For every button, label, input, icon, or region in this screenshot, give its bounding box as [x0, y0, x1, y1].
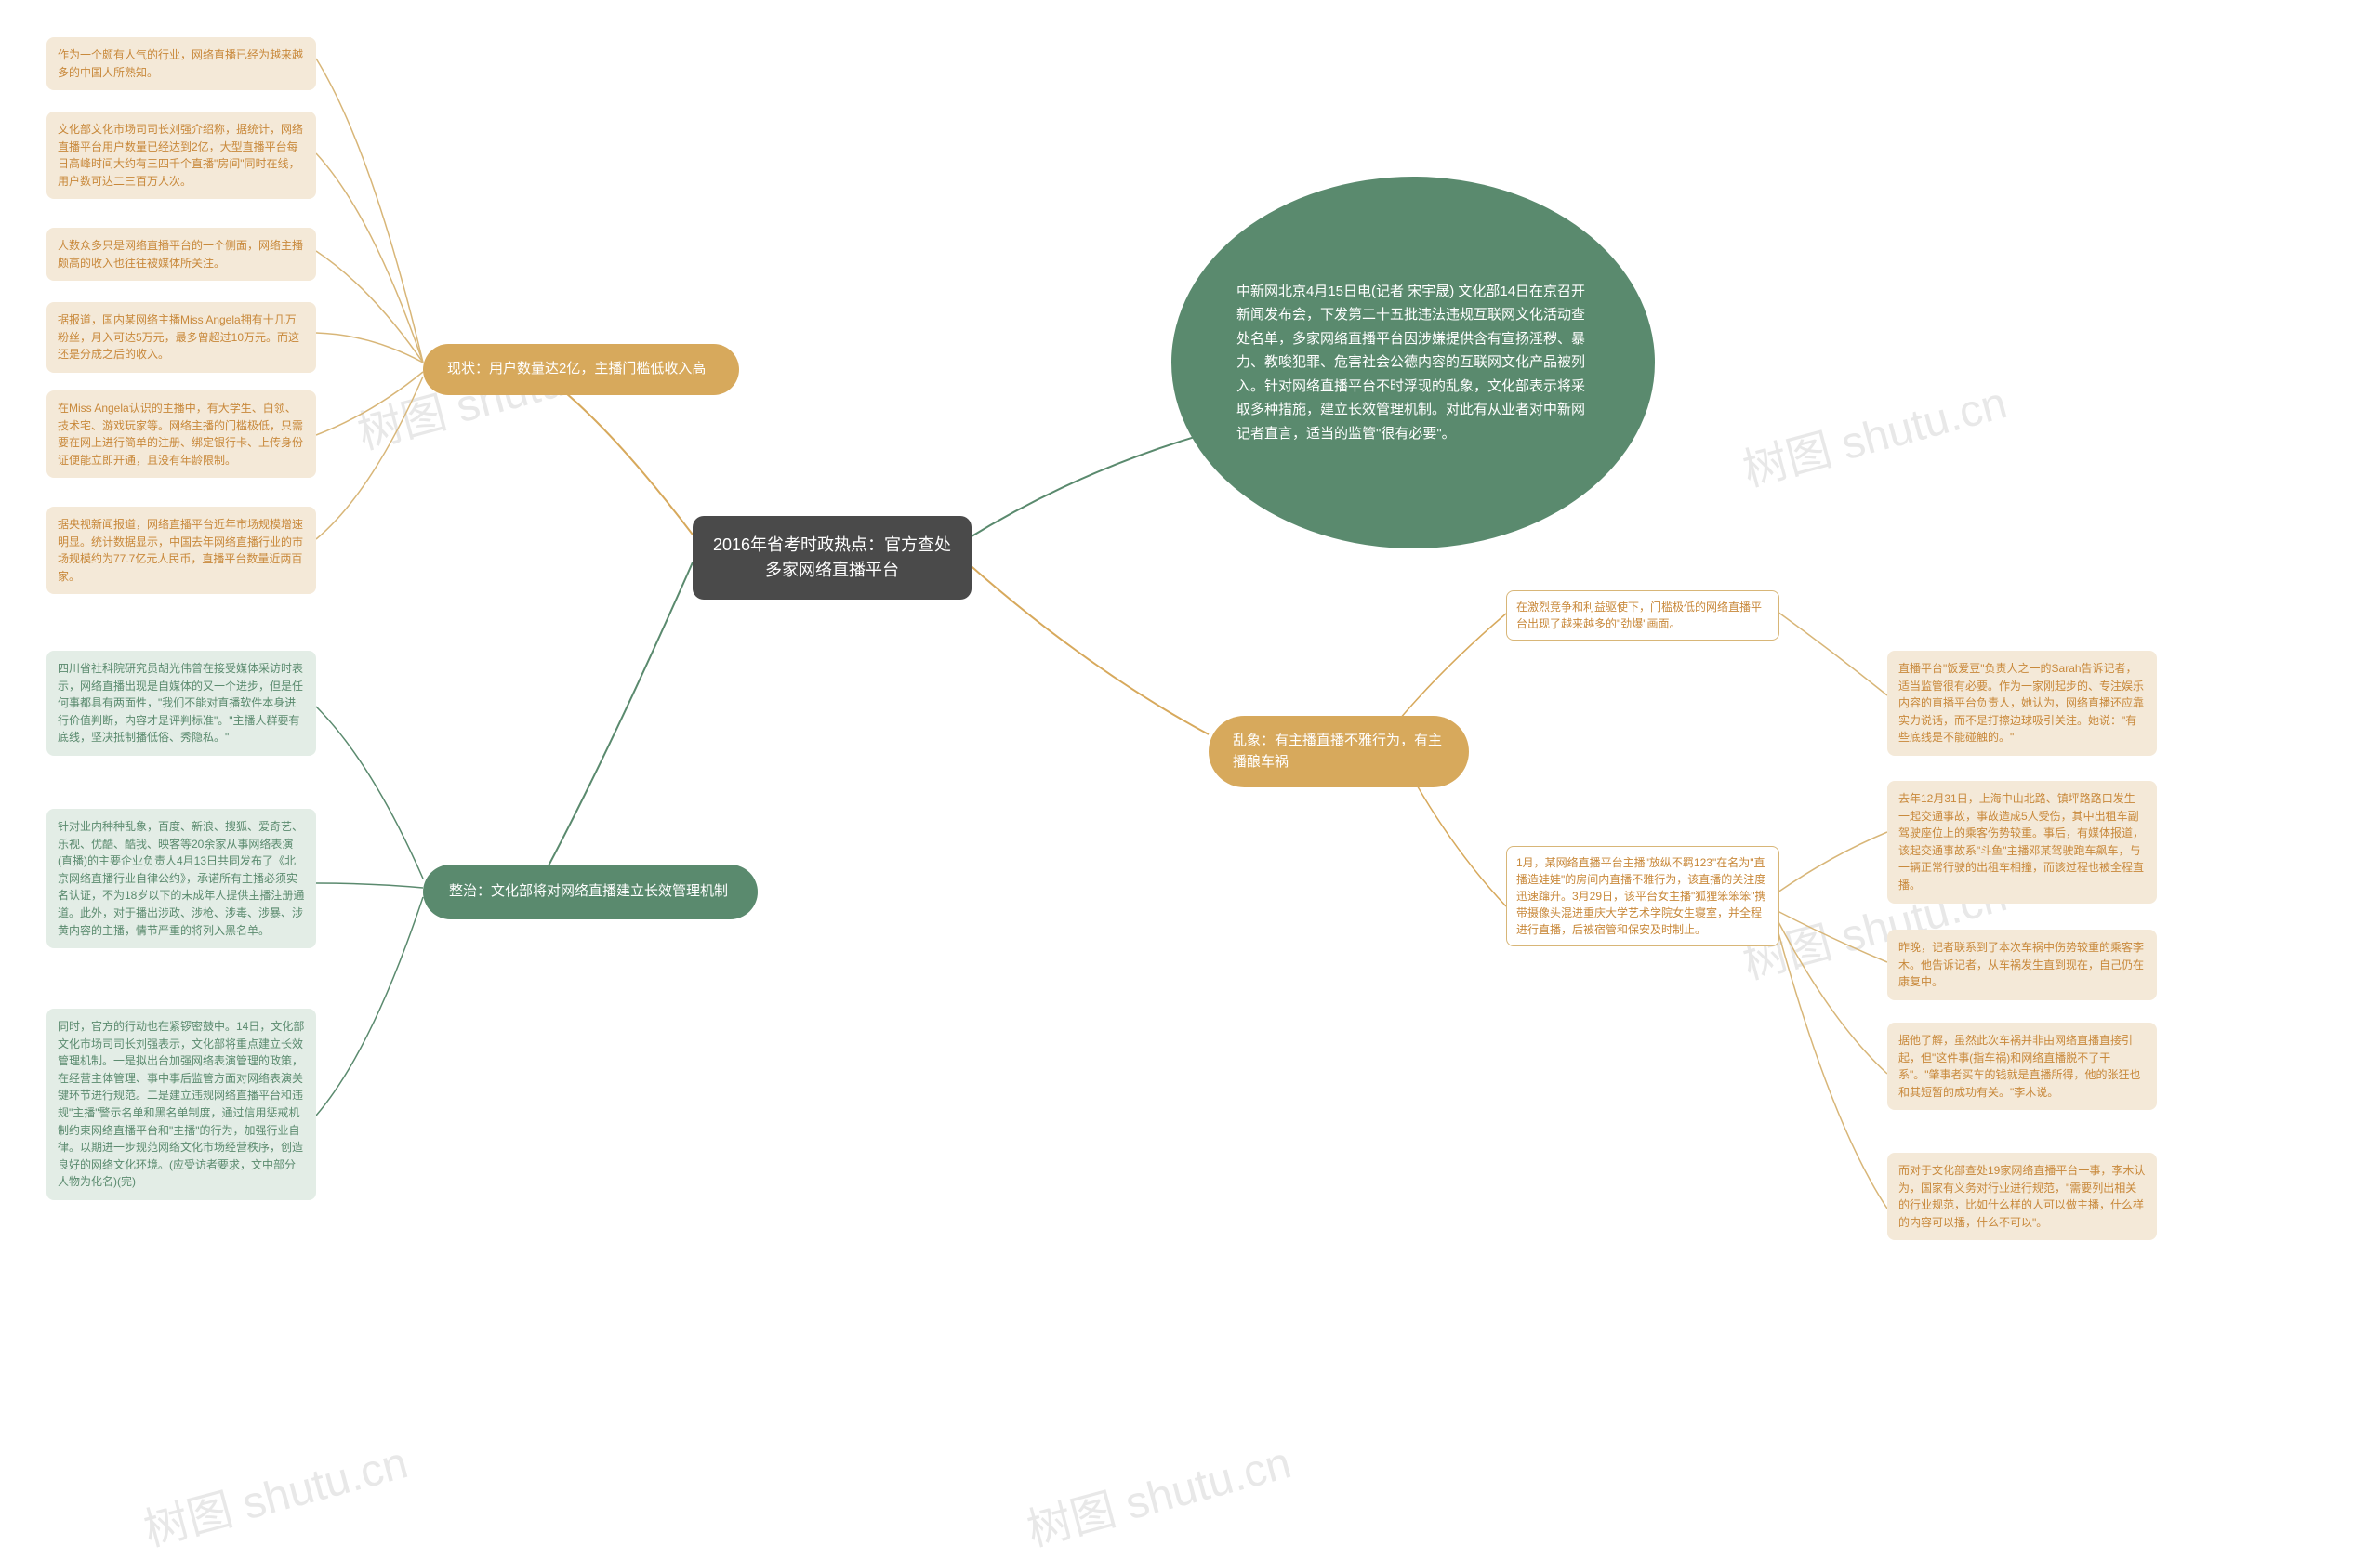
chaos-detail-leaf[interactable]: 据他了解，虽然此次车祸并非由网络直播直接引起，但"这件事(指车祸)和网络直播脱不… [1887, 1023, 2157, 1110]
center-node[interactable]: 2016年省考时政热点：官方查处多家网络直播平台 [693, 516, 972, 600]
chaos-detail-leaf[interactable]: 直播平台"饭爱豆"负责人之一的Sarah告诉记者，适当监管很有必要。作为一家刚起… [1887, 651, 2157, 756]
chaos-sub-leaf[interactable]: 在激烈竞争和利益驱使下，门槛极低的网络直播平台出现了越来越多的"劲爆"画面。 [1506, 590, 1779, 641]
connector-lines [0, 0, 2380, 1559]
chaos-detail-leaf[interactable]: 而对于文化部查处19家网络直播平台一事，李木认为，国家有义务对行业进行规范，"需… [1887, 1153, 2157, 1240]
status-leaf[interactable]: 文化部文化市场司司长刘强介绍称，据统计，网络直播平台用户数量已经达到2亿，大型直… [46, 112, 316, 199]
right-intro-text: 中新网北京4月15日电(记者 宋宇晟) 文化部14日在京召开新闻发布会，下发第二… [1236, 280, 1590, 446]
chaos-sub-leaf[interactable]: 1月，某网络直播平台主播"放纵不羁123"在名为"直播造娃娃"的房间内直播不雅行… [1506, 846, 1779, 946]
status-leaf[interactable]: 作为一个颇有人气的行业，网络直播已经为越来越多的中国人所熟知。 [46, 37, 316, 90]
status-leaf[interactable]: 据报道，国内某网络主播Miss Angela拥有十几万粉丝，月入可达5万元，最多… [46, 302, 316, 373]
chaos-detail-leaf[interactable]: 昨晚，记者联系到了本次车祸中伤势较重的乘客李木。他告诉记者，从车祸发生直到现在，… [1887, 930, 2157, 1000]
watermark: 树图 shutu.cn [1735, 366, 2013, 499]
watermark: 树图 shutu.cn [1019, 1426, 1297, 1559]
status-leaf[interactable]: 人数众多只是网络直播平台的一个侧面，网络主播颇高的收入也往往被媒体所关注。 [46, 228, 316, 281]
watermark: 树图 shutu.cn [136, 1426, 414, 1559]
chaos-detail-leaf[interactable]: 去年12月31日，上海中山北路、镇坪路路口发生一起交通事故，事故造成5人受伤，其… [1887, 781, 2157, 904]
left-status-node[interactable]: 现状：用户数量达2亿，主播门槛低收入高 [423, 344, 739, 395]
governance-leaf[interactable]: 针对业内种种乱象，百度、新浪、搜狐、爱奇艺、乐视、优酷、酷我、映客等20余家从事… [46, 809, 316, 948]
governance-leaf[interactable]: 四川省社科院研究员胡光伟曾在接受媒体采访时表示，网络直播出现是自媒体的又一个进步… [46, 651, 316, 756]
status-leaf[interactable]: 在Miss Angela认识的主播中，有大学生、白领、技术宅、游戏玩家等。网络主… [46, 390, 316, 478]
right-intro-node[interactable]: 中新网北京4月15日电(记者 宋宇晟) 文化部14日在京召开新闻发布会，下发第二… [1171, 177, 1655, 548]
right-chaos-node[interactable]: 乱象：有主播直播不雅行为，有主播酿车祸 [1209, 716, 1469, 787]
left-governance-node[interactable]: 整治：文化部将对网络直播建立长效管理机制 [423, 865, 758, 919]
governance-leaf[interactable]: 同时，官方的行动也在紧锣密鼓中。14日，文化部文化市场司司长刘强表示，文化部将重… [46, 1009, 316, 1200]
status-leaf[interactable]: 据央视新闻报道，网络直播平台近年市场规模增速明显。统计数据显示，中国去年网络直播… [46, 507, 316, 594]
